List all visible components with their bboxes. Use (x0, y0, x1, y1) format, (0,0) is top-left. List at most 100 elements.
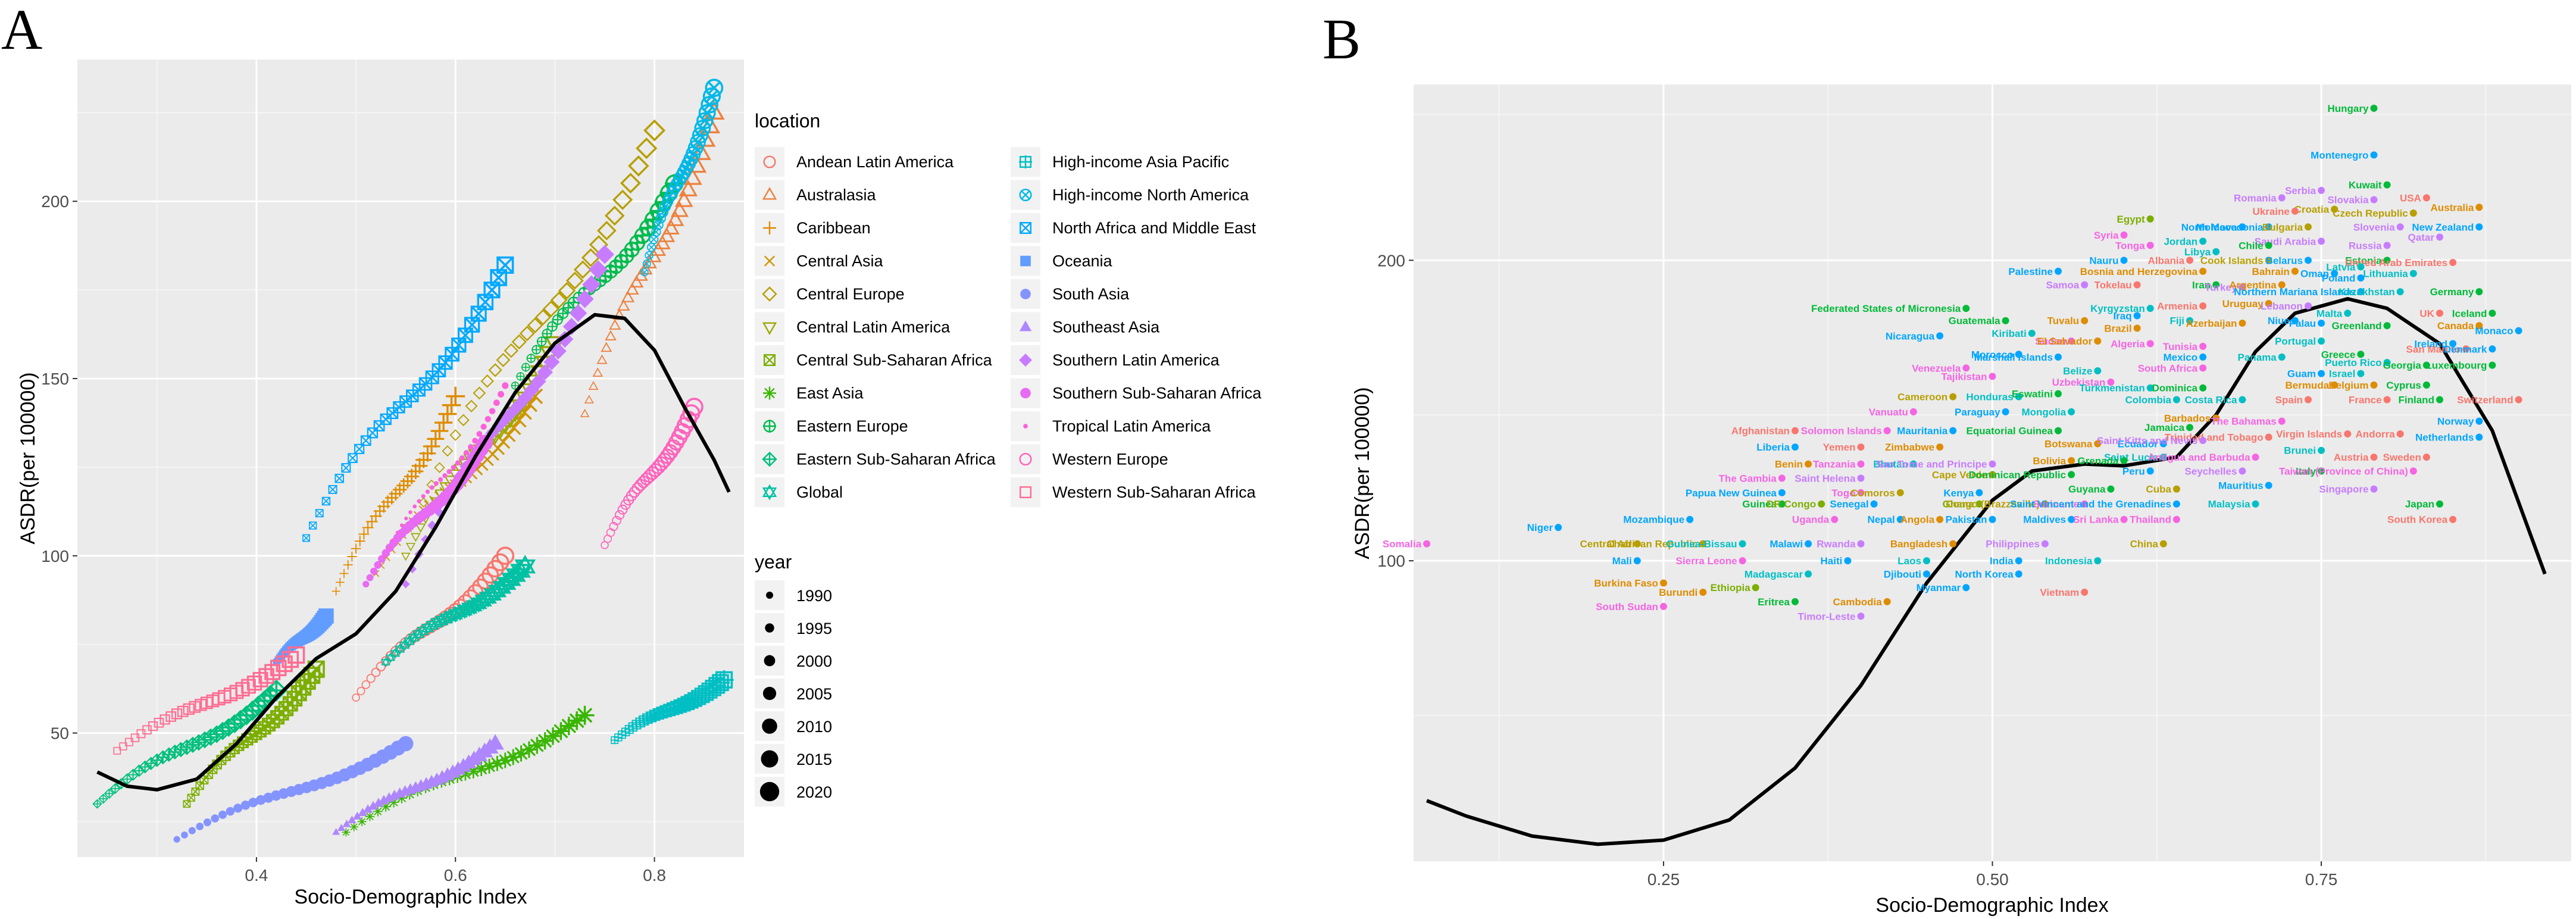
data-point-caribbean (423, 437, 440, 455)
data-point-central-latin-america (415, 523, 426, 533)
country-canada: Canada (2437, 320, 2483, 332)
data-point-southeast-asia-shape (363, 804, 373, 813)
country-niue: Niue (2268, 315, 2299, 327)
data-point-south-asia (188, 827, 196, 834)
country-label-north-korea: North Korea (1955, 568, 2014, 580)
country-point-timor-leste (1857, 612, 1865, 620)
data-point-south-asia (226, 807, 235, 816)
country-label-morocco: Morocco (1971, 349, 2014, 360)
data-point-south-asia (398, 736, 414, 752)
data-point-south-asia (203, 818, 211, 827)
country-usa: USA (2400, 192, 2430, 204)
country-label-greece: Greece (2321, 349, 2356, 360)
country-point-guinea (1778, 500, 1786, 508)
data-point-high-income-north-america-d2 (686, 154, 696, 164)
country-uganda: Uganda (1792, 514, 1839, 526)
legend-year-2010: 2010 (755, 711, 832, 741)
country-label-benin: Benin (1775, 459, 1803, 470)
country-papua-new-guinea: Papua New Guinea (1686, 487, 1786, 499)
country-point-estonia (2383, 257, 2391, 264)
panel-a-x-ticks: 0.4 0.6 0.8 (245, 857, 666, 884)
legend-label-central-asia: Central Asia (796, 252, 884, 270)
legend-key-high-income-north-america (1019, 188, 1032, 202)
data-point-tropical-latin-america-shape (408, 510, 412, 514)
country-uruguay: Uruguay (2222, 298, 2272, 310)
data-point-western-europe (629, 486, 640, 498)
country-turkmenistan: Turkmenistan (2080, 383, 2154, 394)
data-point-south-asia-shape (240, 801, 251, 810)
country-ghana: Ghana (1942, 499, 1983, 510)
data-point-central-europe (519, 326, 535, 342)
country-point-south-korea (2449, 515, 2457, 523)
data-point-southeast-asia-shape (373, 798, 384, 807)
data-point-western-sub-saharan-africa (165, 711, 176, 722)
country-label-kyrgyzstan: Kyrgyzstan (2090, 303, 2145, 314)
panel-a-y-tick-label: 50 (51, 724, 69, 743)
panel-a-x-axis-title: Socio-Demographic Index (294, 886, 527, 908)
country-ecuador: Ecuador (2118, 438, 2167, 449)
legend-item-southern-latin-america: Southern Latin America (1011, 345, 1220, 375)
data-point-central-sub-saharan-africa-shape (183, 800, 191, 808)
country-label-usa: USA (2400, 192, 2421, 204)
country-label-azerbaijan: Azerbaijan (2186, 318, 2237, 329)
data-point-andean-latin-america-shape (371, 667, 381, 677)
country-label-georgia: Georgia (2383, 360, 2422, 371)
country-label-grenada: Grenada (2078, 455, 2119, 467)
series-western-sub-saharan-africa (113, 646, 305, 755)
country-point-syria (2120, 231, 2128, 239)
country-point-czech-republic (2409, 210, 2417, 217)
legend-item-southern-sub-saharan-africa: Southern Sub-Saharan Africa (1011, 378, 1262, 408)
country-point-uruguay (2265, 300, 2272, 308)
data-point-central-europe-shape (473, 386, 486, 400)
data-point-tropical-latin-america-shape (463, 449, 470, 456)
country-point-vanuatu (1909, 408, 1917, 415)
country-point-portugal (2318, 337, 2325, 345)
data-point-central-europe-shape (457, 414, 470, 426)
data-point-tropical-latin-america-shape (459, 455, 465, 461)
country-point-saint-vincent-and-the-grenadines (2172, 500, 2180, 508)
data-point-central-europe-shape (604, 205, 625, 226)
data-point-tropical-latin-america-shape (383, 555, 386, 558)
country-kenya: Kenya (1943, 487, 1983, 499)
country-point-afghanistan (1791, 427, 1799, 435)
country-the-bahamas: The Bahamas (2211, 416, 2286, 427)
country-point-netherlands (2475, 433, 2483, 441)
country-label-malta: Malta (2316, 308, 2343, 319)
country-myanmar: Myanmar (1917, 582, 1970, 593)
data-point-global-shape2 (514, 559, 536, 579)
data-point-global-shape2 (390, 650, 401, 659)
country-label-trinidad-and-tobago: Trinidad and Tobago (2165, 432, 2264, 443)
data-point-high-income-north-america-d2 (646, 252, 652, 259)
legend-label-andean-latin-america: Andean Latin America (796, 153, 954, 171)
country-point-peru (2146, 467, 2154, 475)
data-point-central-latin-america (410, 533, 421, 542)
country-point-el-salvador (2094, 337, 2102, 345)
legend-key-tropical-latin-america (1023, 424, 1028, 429)
country-label-san-marino: San Marino (2406, 343, 2461, 355)
country-label-cameroon: Cameroon (1897, 392, 1947, 403)
country-point-iran (2212, 281, 2220, 289)
country-point-tuvalu (2081, 317, 2089, 324)
data-point-andean-latin-america (357, 687, 365, 696)
country-south-korea: South Korea (2387, 514, 2457, 526)
legend-label-western-sub-saharan-africa: Western Sub-Saharan Africa (1052, 483, 1256, 501)
country-point-bangladesh (1949, 540, 1957, 548)
country-sudan: Sudan (2035, 336, 2075, 347)
data-point-central-latin-america-shape (410, 533, 421, 542)
country-label-finland: Finland (2399, 395, 2434, 406)
data-point-tropical-latin-america (408, 510, 412, 514)
series-high-income-north-america (640, 79, 724, 277)
country-point-ghana (1975, 500, 1983, 508)
country-saint-kitts-and-nevis: Saint Kitts and Nevis (2097, 435, 2207, 446)
data-point-high-income-north-america-shape (645, 251, 654, 260)
country-label-saint-vincent-and-the-grenadines: Saint Vincent and the Grenadines (2010, 499, 2171, 510)
data-point-andean-latin-america-shape (472, 578, 489, 595)
data-point-global-shape (501, 568, 521, 586)
data-point-tropical-latin-america-shape (502, 382, 509, 389)
data-point-southern-latin-america-shape (492, 419, 505, 433)
panel-a-marks (92, 79, 734, 843)
data-point-australasia-shape (674, 190, 693, 207)
data-point-central-europe-shape (442, 445, 454, 457)
data-point-high-income-north-america (645, 251, 654, 260)
